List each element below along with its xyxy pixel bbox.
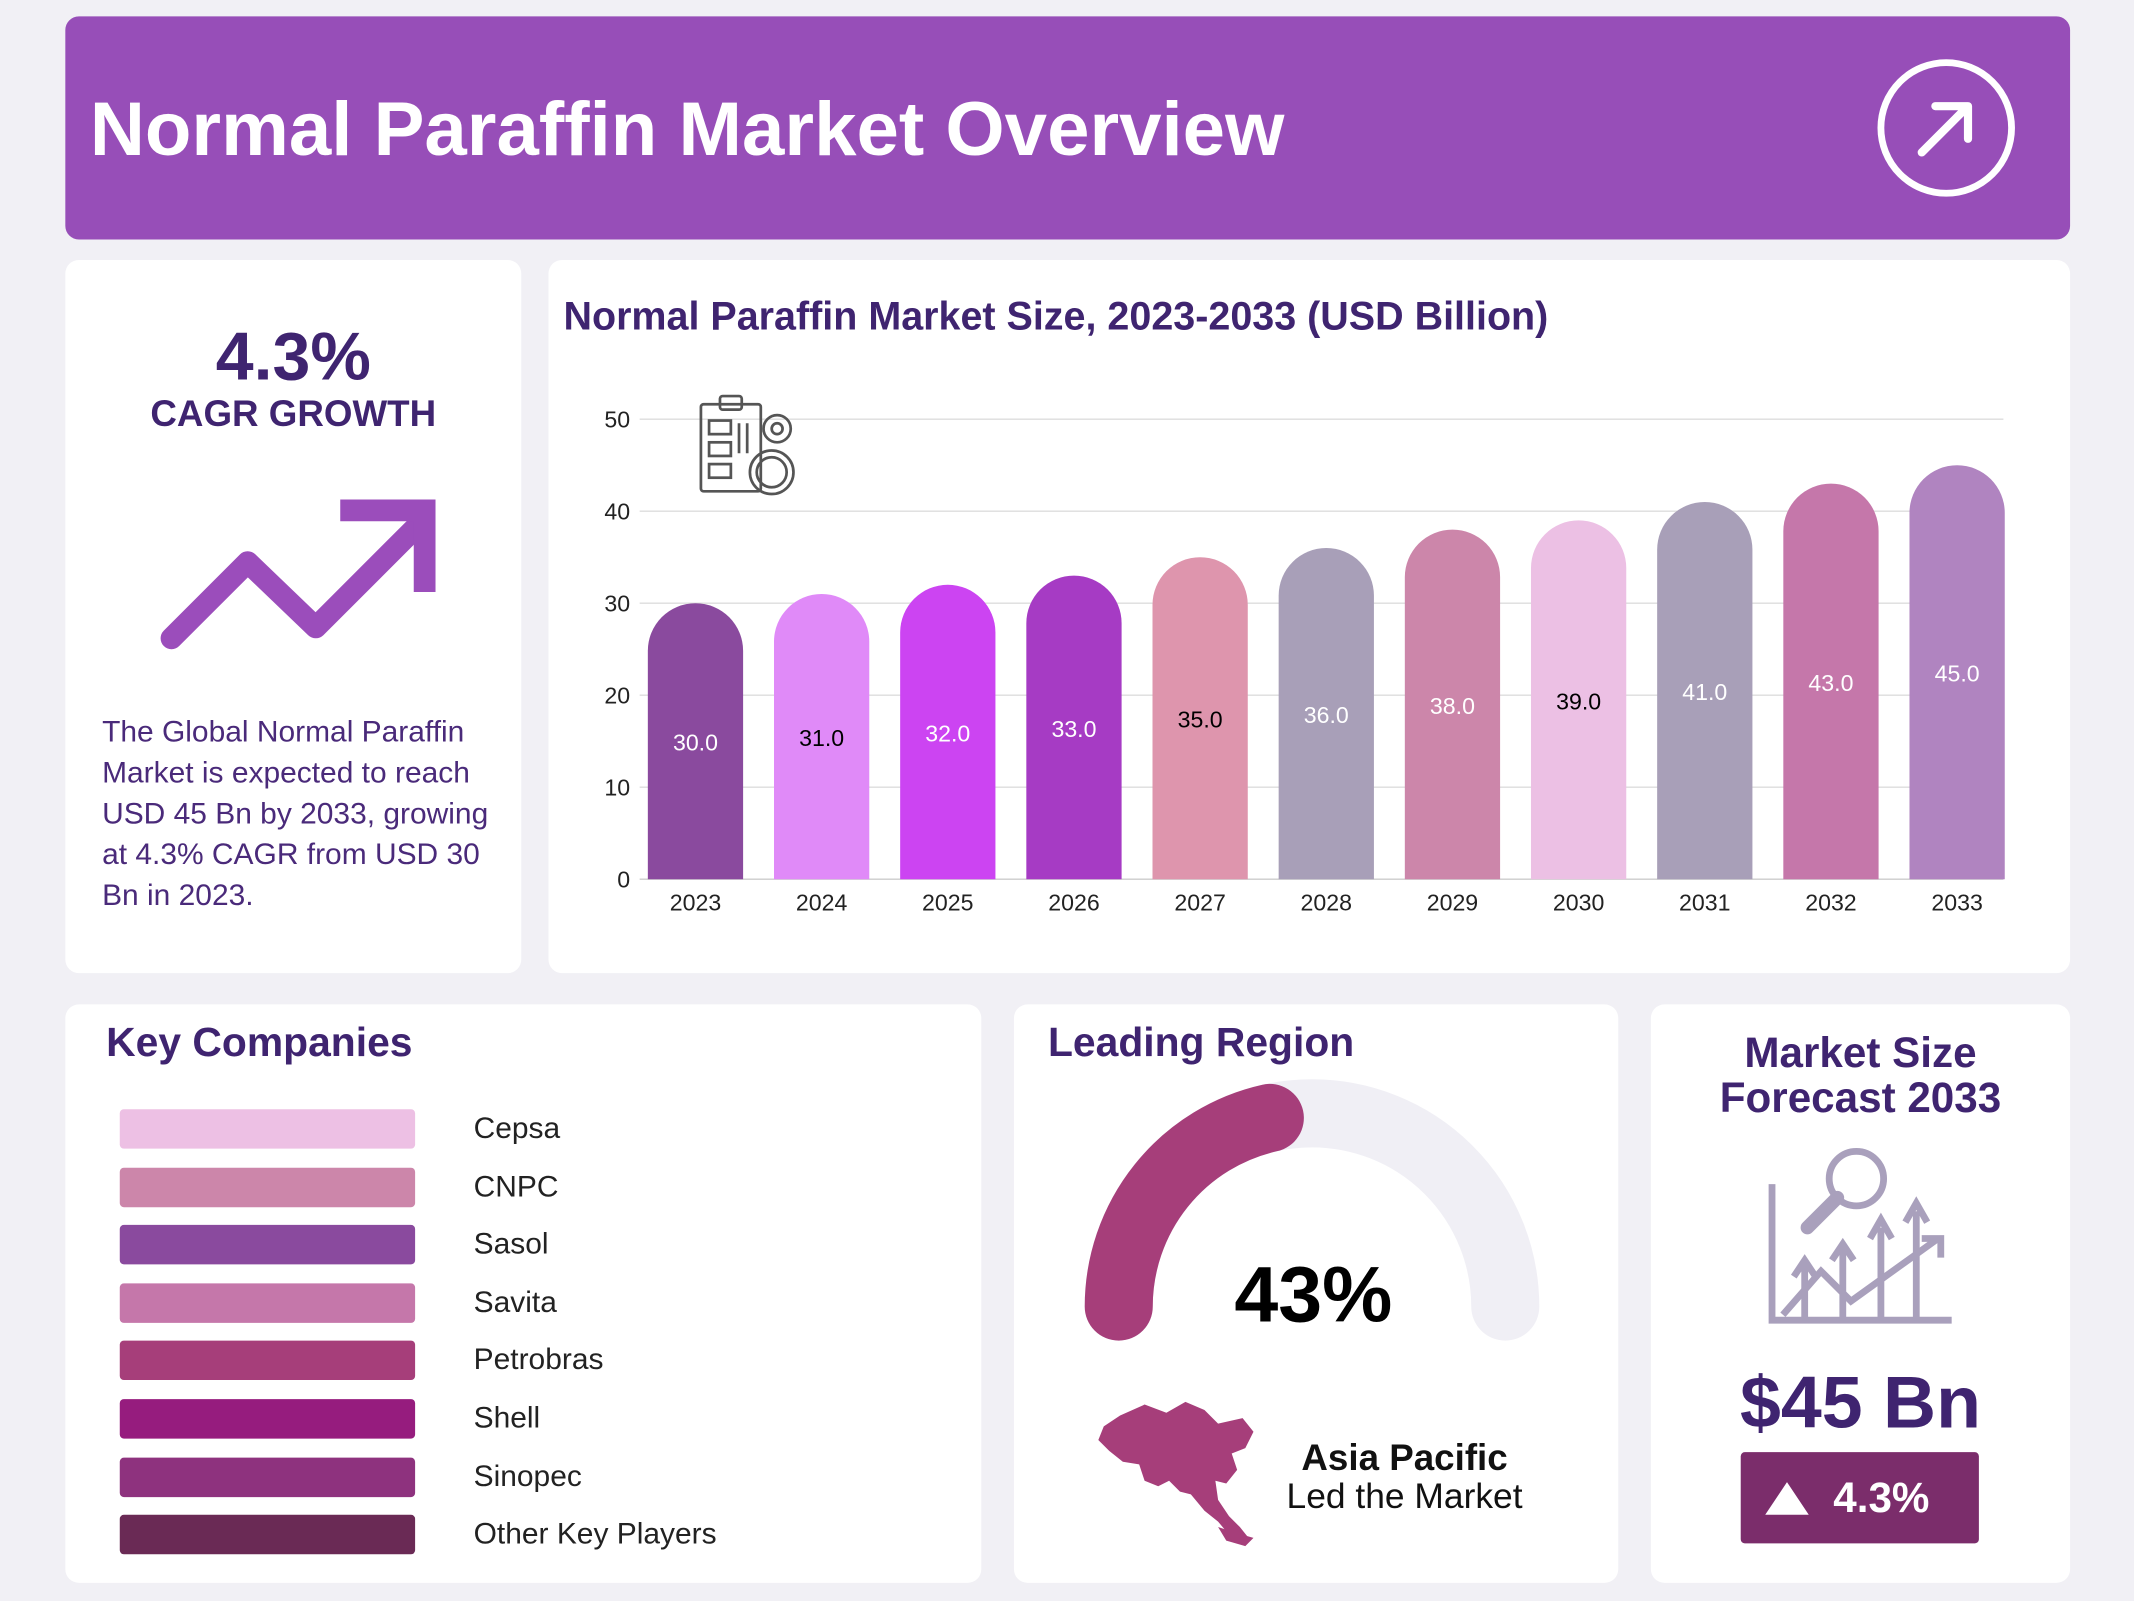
key-companies-card: Key Companies Cepsa CNPC Sasol Savita Petrob… — [65, 1004, 982, 1583]
cagr-card: 4.3% CAGR GROWTH The Global Normal Paraf… — [65, 259, 522, 974]
cagr-value: 4.3% — [215, 318, 371, 395]
x-tick-label: 2029 — [1427, 890, 1478, 916]
asia-map-icon — [1098, 1401, 1254, 1547]
arrow-up-right-circle-icon[interactable] — [1875, 57, 2017, 199]
bar-value-label: 32.0 — [925, 721, 970, 747]
y-tick-label: 20 — [604, 682, 630, 708]
bar-2026 — [1026, 575, 1122, 880]
chart-title: Normal Paraffin Market Size, 2023-2033 (… — [563, 295, 1549, 339]
bar-value-label: 43.0 — [1808, 670, 1853, 696]
region-subtitle: Led the Market — [1286, 1475, 1523, 1517]
bar-2031 — [1657, 501, 1753, 880]
cagr-description: The Global Normal Paraffin Market is exp… — [102, 714, 489, 912]
bar-2030 — [1530, 520, 1627, 880]
x-tick-label: 2033 — [1931, 890, 1982, 916]
growth-value: 4.3% — [1833, 1473, 1930, 1522]
bar-2033 — [1909, 465, 2005, 880]
y-tick-label: 40 — [604, 498, 630, 524]
trend-up-arrow-icon — [160, 499, 436, 650]
bar-2025 — [900, 584, 996, 880]
x-tick-label: 2025 — [922, 890, 973, 916]
bar-value-label: 45.0 — [1935, 661, 1980, 687]
bar-chart: 0102030405030.0202331.0202432.0202533.02… — [604, 394, 2005, 916]
x-tick-label: 2023 — [670, 890, 721, 916]
region-share-gauge — [1084, 1079, 1540, 1547]
market-forecast-card: Market Size Forecast 2033 $45 Bn 4.3% — [1650, 1004, 2071, 1583]
company-swatch — [119, 1515, 416, 1555]
x-tick-label: 2024 — [796, 890, 848, 916]
bar-2027 — [1152, 557, 1248, 880]
y-tick-label: 0 — [617, 866, 630, 892]
region-name: Asia Pacific — [1301, 1437, 1508, 1479]
triangle-up-icon — [1765, 1482, 1809, 1515]
forecast-title-line2: Forecast 2033 — [1719, 1073, 2002, 1122]
region-title: Leading Region — [1047, 1020, 1355, 1066]
growth-chart-magnifier-icon — [1768, 1148, 1952, 1324]
x-tick-label: 2030 — [1553, 890, 1604, 916]
y-tick-label: 30 — [604, 590, 630, 616]
bar-2028 — [1278, 547, 1374, 880]
y-tick-label: 50 — [604, 406, 630, 432]
market-size-chart-card: Normal Paraffin Market Size, 2023-2033 (… — [548, 259, 2071, 974]
company-swatch — [119, 1399, 416, 1439]
bar-2023 — [647, 603, 744, 880]
header-banner: Normal Paraffin Market Overview — [65, 16, 2071, 240]
bar-value-label: 36.0 — [1304, 702, 1349, 728]
bar-2032 — [1783, 483, 1879, 880]
gauge-fill — [1084, 1083, 1304, 1341]
region-percent: 43% — [1234, 1250, 1393, 1340]
company-swatch — [119, 1225, 416, 1265]
bar-value-label: 33.0 — [1051, 716, 1096, 742]
bar-2029 — [1404, 529, 1501, 880]
x-tick-label: 2026 — [1048, 890, 1099, 916]
bar-value-label: 41.0 — [1682, 679, 1727, 705]
page-title: Normal Paraffin Market Overview — [89, 85, 1285, 172]
x-tick-label: 2031 — [1679, 890, 1730, 916]
x-tick-label: 2028 — [1301, 890, 1352, 916]
company-name: Savita — [473, 1284, 557, 1319]
growth-badge: 4.3% — [1740, 1452, 1979, 1544]
forecast-value: $45 Bn — [1739, 1362, 1981, 1445]
report-dashboard-icon — [699, 394, 795, 496]
bar-2024 — [774, 593, 870, 880]
x-tick-label: 2027 — [1174, 890, 1225, 916]
bar-value-label: 39.0 — [1556, 688, 1601, 714]
company-swatch — [119, 1109, 416, 1149]
bar-value-label: 30.0 — [673, 730, 718, 756]
companies-title: Key Companies — [106, 1020, 413, 1066]
company-name: Petrobras — [473, 1342, 604, 1377]
company-swatch — [119, 1457, 416, 1497]
cagr-label: CAGR GROWTH — [150, 393, 437, 435]
bar-value-label: 31.0 — [799, 725, 844, 751]
company-swatch — [119, 1167, 416, 1207]
company-swatch — [119, 1283, 416, 1323]
company-name: Other Key Players — [473, 1516, 717, 1551]
forecast-title-line1: Market Size — [1744, 1028, 1977, 1077]
bar-value-label: 38.0 — [1430, 693, 1475, 719]
y-tick-label: 10 — [604, 774, 630, 800]
leading-region-card: Leading Region 43% Asia Pacific Led the … — [1013, 1004, 1619, 1583]
company-name: Sasol — [473, 1226, 549, 1261]
company-name: CNPC — [473, 1168, 559, 1203]
bar-value-label: 35.0 — [1178, 707, 1223, 733]
x-tick-label: 2032 — [1805, 890, 1856, 916]
company-name: Sinopec — [473, 1458, 582, 1493]
company-name: Cepsa — [473, 1110, 561, 1145]
company-name: Shell — [473, 1400, 541, 1435]
company-swatch — [119, 1341, 416, 1381]
